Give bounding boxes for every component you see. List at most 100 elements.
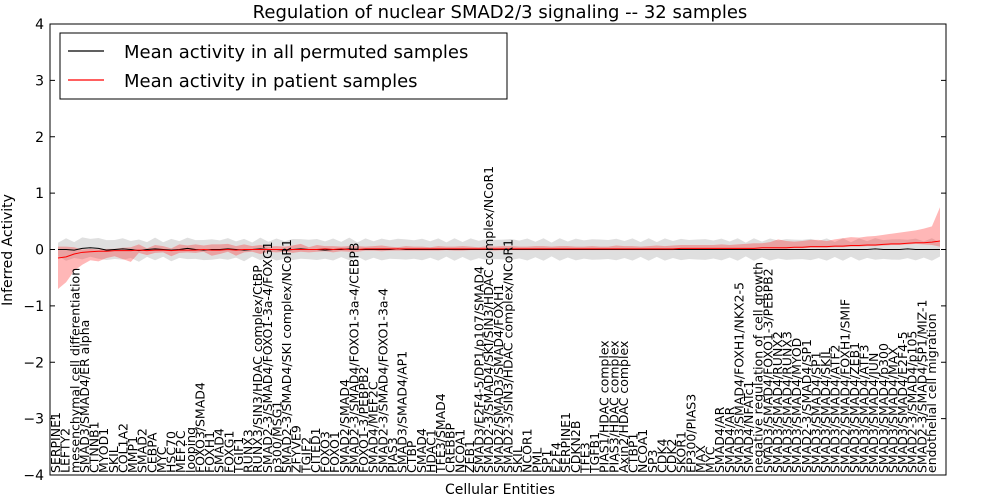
y-tick-label: −4 (23, 468, 44, 484)
y-tick-label: 0 (35, 243, 44, 259)
x-entity-label: SMAD3/SMAD4/MAX (885, 347, 900, 473)
x-entity-label: SMAD3/SMAD4/RUNX2 (770, 331, 785, 473)
x-entity-label: PIAS1/HDAC complex (597, 340, 612, 473)
x-entity-label: SMAD2 (135, 428, 150, 473)
legend-entry-patient: Mean activity in patient samples (124, 71, 418, 92)
y-tick-label: 1 (35, 186, 44, 202)
x-entity-label: TFE3/SMAD4 (433, 393, 448, 474)
plot-area (57, 207, 941, 289)
x-axis-label: Cellular Entities (445, 482, 555, 498)
x-entity-label: ZEB1 (462, 440, 477, 473)
legend: Mean activity in all permuted samples Me… (59, 32, 508, 100)
x-entity-label: SMAD3/SMAD4/ATF3 (857, 345, 872, 473)
y-axis-label: Inferred Activity (0, 194, 16, 306)
x-entity-label: MEF2C (173, 430, 188, 473)
y-tick-label: −3 (23, 412, 44, 428)
x-entity-label: MYC (154, 446, 169, 473)
x-entity-label: SMAD3/SMAD4/JUN (866, 353, 881, 473)
x-entity-label: endothelial cell migration (924, 313, 939, 473)
x-entity-label: CREBBP (443, 423, 458, 473)
x-entity-label: SMAD2/SMAD3/SMAD4/FOXH1 (491, 284, 506, 473)
x-entity-label: SMAD2-3/SMAD4/SKI complex/NCoR1 (279, 239, 294, 473)
x-entity-label: TFE3 (577, 442, 592, 474)
x-entity-label: RUNX3 (241, 429, 256, 473)
x-entity-label: SMAD2-3/SMAD4/p105 (905, 331, 920, 473)
x-entity-label: SERPINE1 (48, 412, 63, 473)
x-entity-label: NCOR1 (520, 428, 535, 473)
x-entity-label: CTNNB1 (87, 421, 102, 473)
x-entity-label: NCOA1 (635, 429, 650, 473)
x-entity-label: p300/MSG1 (269, 401, 284, 473)
x-entity-label: CTBP (404, 440, 419, 473)
x-entity-label: SMAD4/AR (722, 406, 737, 473)
x-entity-label: SMAD2-3/SMAD4/FOXO1-3a-4/FOXG1 (260, 241, 275, 473)
y-tick-label: −1 (23, 299, 44, 315)
x-entity-label: SMAD3/SMAD4/ZEB1 (847, 342, 862, 473)
x-entity-label: SMAD2-3/SMAD4/SKI/SIN3/HDAC complex/NCoR… (481, 166, 496, 473)
x-entity-label: CDK4 (654, 438, 669, 473)
x-entity-label: MYOD1 (96, 428, 111, 473)
x-entity-label: SMAD3/SMAD4/FOXH1/NKX2-5 (731, 282, 746, 473)
x-entity-label: LEFTY2 (58, 428, 73, 473)
x-entity-label: COL1A2 (115, 423, 130, 473)
x-entity-label: SMAD3/SMAD4/p300 (876, 343, 891, 473)
x-entity-label: SMAD2/SMAD4/FOXH1/SMIF (837, 299, 852, 473)
x-entity-label: FOXG1 (221, 431, 236, 473)
x-entity-label: SMAD4 (212, 428, 227, 473)
x-entity-label: mesenchymal cell differentiation (67, 268, 82, 473)
x-entity-label: SMAD4/MEF2C (366, 381, 381, 473)
x-entity-label: SMAD2/SMAD4 (337, 379, 352, 473)
x-entity-label: HDAC1 (423, 429, 438, 473)
x-entity-label: SMAD2-3/SMAD4/FOXO1-3a-4 (375, 288, 390, 473)
x-entity-label: SMAD3/SMAD4/ER alpha (77, 320, 92, 473)
patient-mean-line (57, 240, 941, 259)
x-entity-label: CEBPA (144, 432, 159, 473)
x-entity-label: FOXO1-3/PEBPB2 (356, 366, 371, 473)
x-entity-label: SMAD4/AR (712, 406, 727, 473)
x-entity-label: TGFB1 (587, 432, 602, 474)
x-entity-label: SKOR1 (674, 431, 689, 473)
x-entity-label: FOXO1 (327, 431, 342, 473)
x-entity-label: SMAD3/SMAD4/AP1 (395, 351, 410, 473)
x-entity-label: FOXH1 (202, 431, 217, 473)
x-entity-label: PIAS3 (385, 437, 400, 473)
x-entity-label: FOXO3/SMAD4 (192, 382, 207, 473)
x-entity-label: SMAD3/E2F4-5/DP1/p107/SMAD4 (472, 266, 487, 473)
x-entity-label: PML (529, 448, 544, 473)
x-entity-label: Axin2/HDAC complex (616, 341, 631, 473)
x-entity-label: TGIF2 (298, 437, 313, 474)
x-entity-label: EP300/PIAS3 (683, 394, 698, 473)
x-entity-label: looping (183, 427, 198, 473)
x-entity-label: negative regulation of cell growth (751, 262, 766, 473)
x-entity-label: RUNX3/SIN3/HDAC complex/CtBP (250, 265, 265, 473)
x-entity-label: HSC70 (164, 431, 179, 473)
x-entity-label: MMP1 (125, 436, 140, 473)
x-entity-label: SKIL (106, 446, 121, 473)
x-entity-label: PIAS3/HDAC complex (606, 340, 621, 473)
x-entity-label: MAX (693, 445, 708, 473)
x-entity-label: SMAD3/SMAD4/ATF2 (828, 345, 843, 473)
patient-band (58, 207, 940, 289)
y-tick-label: −2 (23, 355, 44, 371)
x-entity-label: SP3 (645, 450, 660, 473)
x-entity-label: SMAD4/NFATc1 (741, 381, 756, 473)
x-entity-label: E2F4 (549, 442, 564, 473)
y-tick-label: 3 (35, 73, 44, 89)
chart-title: Regulation of nuclear SMAD2/3 signaling … (253, 2, 748, 23)
plot-frame (49, 23, 947, 476)
legend-box (59, 32, 508, 100)
y-tick-label: 4 (35, 17, 44, 33)
x-entity-label: SMAD2-3/SMAD4/SP1 (799, 339, 814, 473)
x-entity-label: SP1 (539, 450, 554, 473)
x-entity-label: SERPINE1 (558, 412, 573, 473)
x-entity-label: SMAD2-3/SIN3/HDAC complex/NCoR1 (500, 239, 515, 473)
legend-entry-permuted: Mean activity in all permuted samples (124, 42, 468, 63)
x-entity-label: SMAD2-3/SMAD4/SP1/MIZ-1 (914, 300, 929, 473)
x-entity-label: ZFYVE9 (289, 425, 304, 473)
x-entity-label: SMAD3/SMAD4/RUNX3 (780, 331, 795, 473)
x-entity-label: MYC (703, 446, 718, 473)
x-entity-label: NCOA1 (452, 429, 467, 473)
x-entity-label: SMAD4 (414, 428, 429, 473)
